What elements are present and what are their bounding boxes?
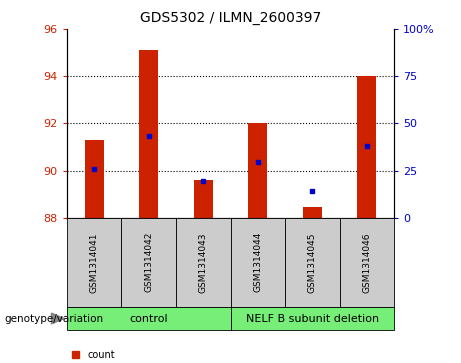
Bar bbox=[194, 180, 213, 218]
Title: GDS5302 / ILMN_2600397: GDS5302 / ILMN_2600397 bbox=[140, 11, 321, 25]
Bar bbox=[303, 207, 322, 218]
Text: NELF B subunit deletion: NELF B subunit deletion bbox=[246, 314, 379, 323]
Text: control: control bbox=[130, 314, 168, 323]
Bar bbox=[121, 218, 176, 307]
Bar bbox=[84, 140, 104, 218]
Bar bbox=[248, 123, 267, 218]
Bar bbox=[285, 218, 340, 307]
Text: GSM1314043: GSM1314043 bbox=[199, 232, 208, 293]
Text: GSM1314042: GSM1314042 bbox=[144, 232, 153, 293]
Text: GSM1314044: GSM1314044 bbox=[253, 232, 262, 293]
Bar bbox=[139, 50, 158, 218]
Polygon shape bbox=[51, 313, 65, 324]
Text: GSM1314045: GSM1314045 bbox=[308, 232, 317, 293]
Bar bbox=[230, 307, 394, 330]
Bar bbox=[67, 307, 230, 330]
Text: GSM1314046: GSM1314046 bbox=[362, 232, 372, 293]
Bar bbox=[230, 218, 285, 307]
Bar bbox=[67, 218, 121, 307]
Legend: count, percentile rank within the sample: count, percentile rank within the sample bbox=[72, 350, 252, 363]
Text: genotype/variation: genotype/variation bbox=[5, 314, 104, 323]
Text: GSM1314041: GSM1314041 bbox=[89, 232, 99, 293]
Bar bbox=[340, 218, 394, 307]
Bar bbox=[176, 218, 230, 307]
Bar bbox=[357, 76, 377, 218]
